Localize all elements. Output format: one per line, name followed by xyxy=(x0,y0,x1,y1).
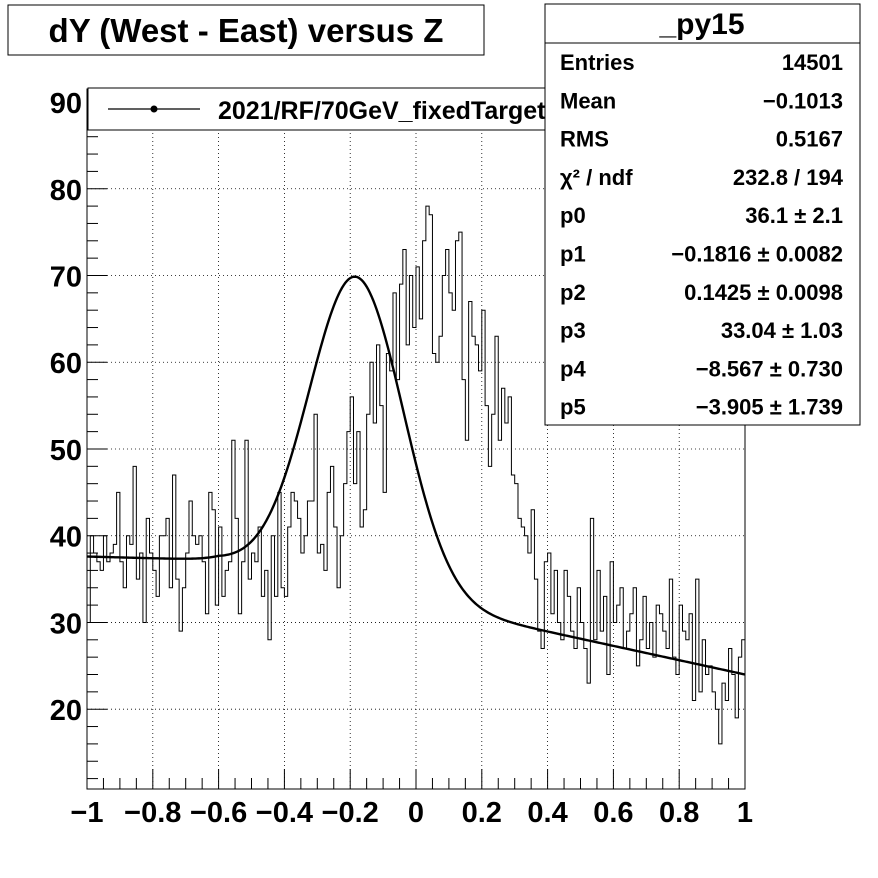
stats-value: −0.1013 xyxy=(763,88,843,113)
y-tick-label: 50 xyxy=(50,435,82,467)
stats-value: 36.1 ± 2.1 xyxy=(745,203,843,228)
y-tick-label: 60 xyxy=(50,348,82,380)
histogram-outline xyxy=(87,205,745,745)
stats-name: _py15 xyxy=(658,8,744,41)
stats-label: p1 xyxy=(560,242,586,267)
x-tick-label: 0 xyxy=(408,797,424,829)
x-tick-label: −0.8 xyxy=(124,797,181,829)
stats-label: Mean xyxy=(560,88,616,113)
stats-value: 33.04 ± 1.03 xyxy=(721,318,843,343)
stats-label: p5 xyxy=(560,395,586,420)
stats-value: 0.1425 ± 0.0098 xyxy=(684,280,843,305)
stats-label: p3 xyxy=(560,318,586,343)
x-tick-label: 0.2 xyxy=(462,797,502,829)
histogram xyxy=(87,205,745,745)
x-tick-label: −1 xyxy=(70,797,103,829)
x-tick-label: −0.6 xyxy=(190,797,247,829)
stats-value: 232.8 / 194 xyxy=(733,165,844,190)
stats-value: 0.5167 xyxy=(776,127,843,152)
x-tick-label: 0.4 xyxy=(527,797,567,829)
y-tick-label: 80 xyxy=(50,175,82,207)
stats-box: _py15 Entries 14501 Mean −0.1013 RMS 0.5167 χ²… xyxy=(544,3,861,426)
x-tick-label: −0.4 xyxy=(256,797,313,829)
y-axis-tick-labels: 20 30 40 50 60 70 80 90 xyxy=(50,88,82,727)
legend-box: 2021/RF/70GeV_fixedTarget_2021 xyxy=(87,87,615,131)
legend-point-marker xyxy=(150,105,158,113)
x-axis-tick-labels: −1 −0.8 −0.6 −0.4 −0.2 0 0.2 0.4 0.6 0.8 1 xyxy=(70,797,753,829)
y-tick-label: 90 xyxy=(50,88,82,120)
axis-ticks xyxy=(86,101,746,789)
stats-value: −8.567 ± 0.730 xyxy=(696,356,843,381)
stats-label: p2 xyxy=(560,280,586,305)
y-tick-label: 70 xyxy=(50,261,82,293)
stats-label: RMS xyxy=(560,127,609,152)
fit-line xyxy=(86,275,746,676)
y-tick-label: 40 xyxy=(50,522,82,554)
stats-value: −0.1816 ± 0.0082 xyxy=(671,242,843,267)
x-tick-label: 0.6 xyxy=(593,797,633,829)
x-tick-label: 1 xyxy=(737,797,753,829)
fit-curve xyxy=(86,275,746,676)
chart-title: dY (West - East) versus Z xyxy=(49,12,444,49)
y-tick-label: 20 xyxy=(50,695,82,727)
x-tick-label: −0.2 xyxy=(322,797,379,829)
stats-label: p0 xyxy=(560,203,586,228)
stats-value: −3.905 ± 1.739 xyxy=(696,395,843,420)
stats-label: Entries xyxy=(560,50,635,75)
y-tick-label: 30 xyxy=(50,608,82,640)
x-tick-label: 0.8 xyxy=(659,797,699,829)
stats-label: p4 xyxy=(560,356,586,381)
title-box: dY (West - East) versus Z xyxy=(7,4,485,56)
stats-value: 14501 xyxy=(782,50,843,75)
stats-label: χ² / ndf xyxy=(560,165,633,190)
